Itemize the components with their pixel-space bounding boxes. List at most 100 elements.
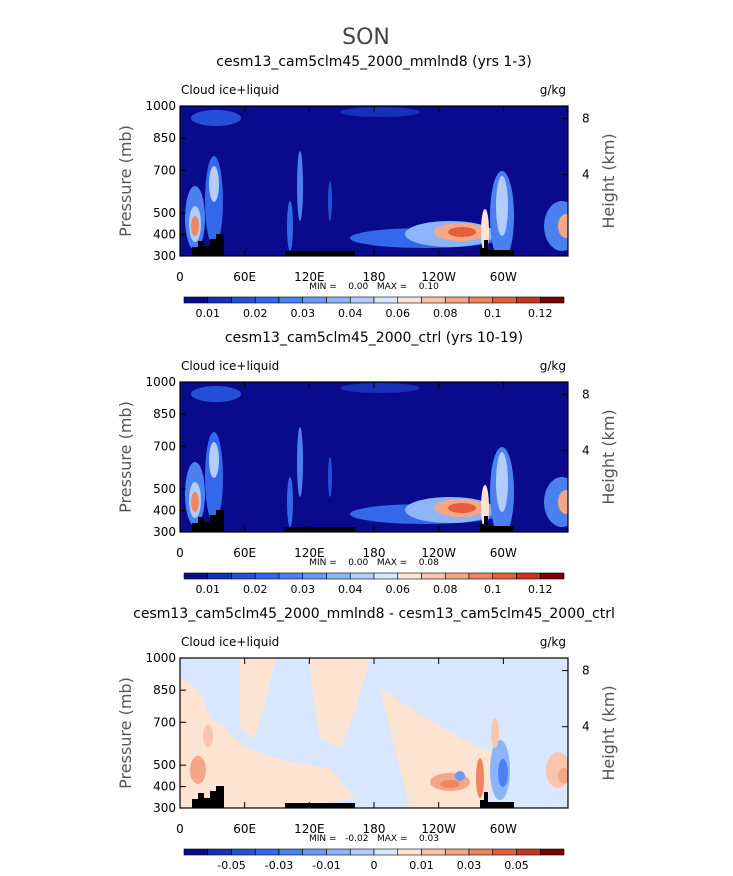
colorbar-label: 0.05 — [504, 859, 529, 872]
x-tick-label: 180 — [363, 546, 386, 560]
colorbar-box — [444, 296, 470, 304]
y-tick-label: 300 — [153, 525, 176, 539]
colorbar-box — [492, 572, 517, 580]
y-tick-label: 400 — [153, 780, 176, 794]
colorbar-label: 0.01 — [409, 859, 434, 872]
contour-region — [297, 151, 303, 221]
contour-region — [190, 756, 206, 784]
y2-tick-label: 8 — [582, 112, 590, 126]
colorbar-label: 0.03 — [291, 307, 316, 320]
colorbar-box — [231, 848, 256, 856]
contour-region — [191, 386, 241, 402]
left-label: Cloud ice+liquid — [181, 359, 279, 373]
contour-region — [544, 201, 568, 251]
x-tick-label: 60E — [233, 270, 256, 284]
right-label: g/kg — [540, 635, 566, 649]
x-tick-label: 60E — [233, 546, 256, 560]
colorbar-box — [183, 296, 209, 304]
contour-region — [440, 780, 460, 788]
x-tick-label: 120W — [421, 822, 456, 836]
contour-region — [498, 759, 508, 787]
y-tick-label: 400 — [153, 228, 176, 242]
stats: MIN = 0.00 MAX = 0.08 — [309, 558, 439, 568]
colorbar-label: 0.02 — [243, 307, 268, 320]
panel-title: cesm13_cam5clm45_2000_mmlnd8 - cesm13_ca… — [133, 606, 615, 622]
colorbar-label: 0.04 — [338, 307, 363, 320]
contour-region — [287, 477, 293, 527]
colorbar-box — [492, 848, 517, 856]
contour-region — [287, 201, 293, 251]
contour-region — [297, 427, 303, 497]
plot-area — [180, 658, 568, 808]
right-label: g/kg — [540, 83, 566, 97]
colorbar-label: 0.06 — [386, 583, 411, 596]
colorbar-label: -0.01 — [312, 859, 340, 872]
colorbar-label: 0.08 — [433, 583, 458, 596]
colorbar-box — [349, 572, 375, 580]
colorbar-box — [397, 848, 422, 856]
colorbar-box — [326, 296, 351, 304]
y-axis-label: Pressure (mb) — [116, 125, 135, 237]
colorbar-label: 0.08 — [433, 307, 458, 320]
colorbar-label: 0.03 — [457, 859, 482, 872]
colorbar-box — [397, 572, 422, 580]
contour-region — [180, 678, 355, 808]
y-tick-label: 1000 — [145, 375, 176, 389]
y2-axis-label: Height (km) — [599, 409, 618, 504]
contour-region — [191, 110, 241, 126]
colorbar-box — [468, 848, 494, 856]
y-tick-label: 500 — [153, 482, 176, 496]
colorbar-label: 0.1 — [484, 307, 502, 320]
x-tick-label: 60E — [233, 822, 256, 836]
colorbar-box — [516, 848, 541, 856]
colorbar-box — [207, 848, 232, 856]
colorbar-label: 0.02 — [243, 583, 268, 596]
y-tick-label: 500 — [153, 206, 176, 220]
colorbar-box — [373, 296, 399, 304]
y-tick-label: 850 — [153, 407, 176, 421]
colorbar-label: 0.01 — [196, 307, 221, 320]
colorbar-label: 0 — [371, 859, 378, 872]
contour-region — [240, 658, 275, 738]
colorbar-box — [183, 848, 209, 856]
contour-region — [328, 181, 332, 221]
x-tick-label: 0 — [176, 546, 184, 560]
colorbar-box — [492, 296, 517, 304]
x-tick-label: 0 — [176, 270, 184, 284]
contour-region — [448, 503, 476, 513]
contour-region — [558, 490, 568, 514]
contour-region — [544, 477, 568, 527]
y2-axis-label: Height (km) — [599, 685, 618, 780]
colorbar-box — [231, 296, 256, 304]
y2-axis-label: Height (km) — [599, 133, 618, 228]
colorbar-label: 0.1 — [484, 583, 502, 596]
y-tick-label: 700 — [153, 439, 176, 453]
colorbar-box — [373, 848, 399, 856]
colorbar-label: -0.05 — [217, 859, 245, 872]
panel: cesm13_cam5clm45_2000_ctrl (yrs 10-19) Cl… — [116, 330, 618, 596]
terrain — [192, 234, 514, 256]
y2-tick-label: 4 — [582, 720, 590, 734]
colorbar-box — [468, 296, 494, 304]
colorbar-box — [326, 848, 351, 856]
colorbar-box — [278, 572, 304, 580]
colorbar-box — [207, 572, 232, 580]
colorbar-box — [421, 572, 446, 580]
colorbar-box — [231, 572, 256, 580]
y-tick-label: 300 — [153, 249, 176, 263]
terrain — [192, 786, 514, 808]
contour-region — [340, 383, 420, 393]
colorbar-label: 0.03 — [291, 583, 316, 596]
colorbar-box — [444, 848, 470, 856]
colorbar-box — [444, 572, 470, 580]
colorbar-box — [539, 848, 565, 856]
x-tick-label: 60W — [490, 546, 517, 560]
colorbar-box — [349, 848, 375, 856]
y-axis-label: Pressure (mb) — [116, 677, 135, 789]
figure-title: SON — [342, 25, 390, 50]
colorbar-box — [302, 296, 327, 304]
left-label: Cloud ice+liquid — [181, 83, 279, 97]
colorbar-box — [539, 572, 565, 580]
